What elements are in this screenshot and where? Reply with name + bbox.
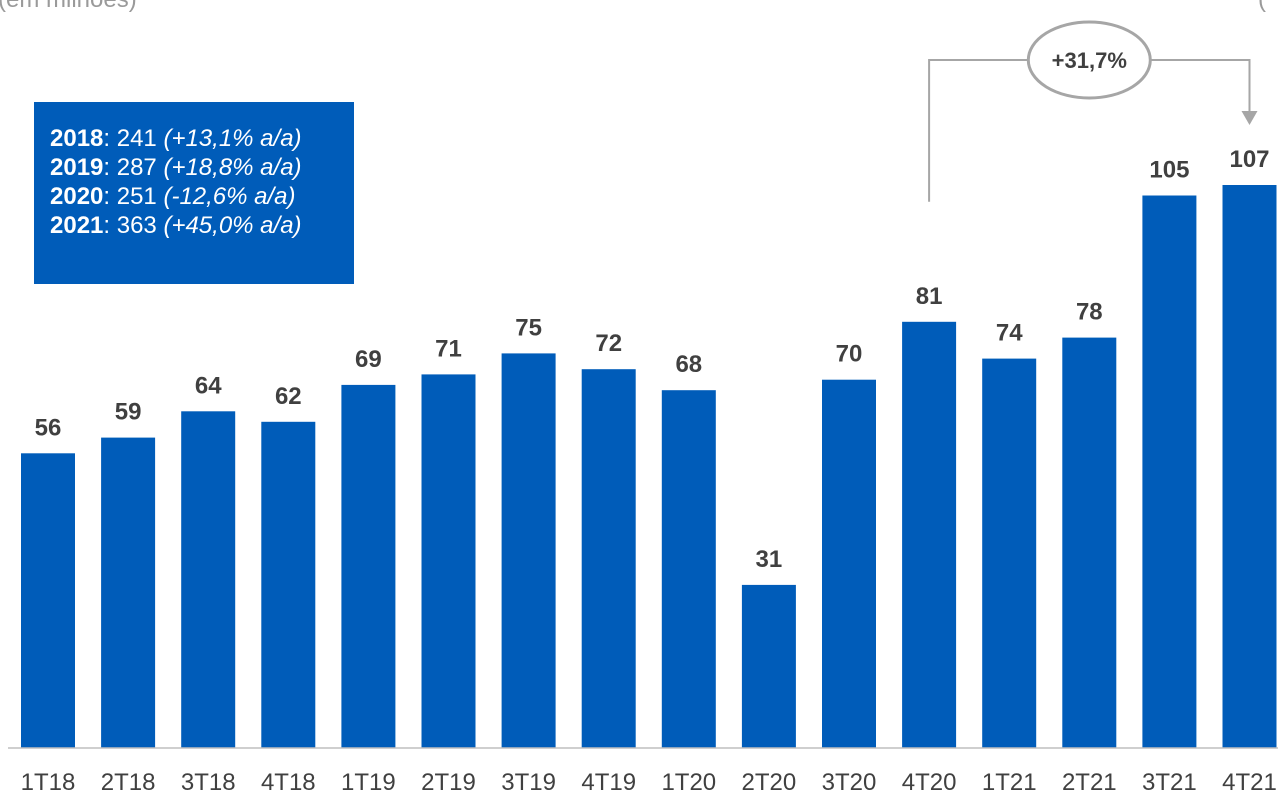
summary-year: 2019 <box>50 154 104 181</box>
x-tick-label: 1T20 <box>661 769 716 796</box>
bar-1T21 <box>982 358 1037 748</box>
bar-value-label: 107 <box>1229 146 1269 173</box>
bar-3T21 <box>1142 195 1197 748</box>
summary-line-2018: 2018: 241 (+13,1% a/a) <box>50 124 354 153</box>
bar-2T20 <box>741 584 796 748</box>
summary-change: (+45,0% a/a) <box>163 212 302 239</box>
growth-label: +31,7% <box>1052 48 1127 73</box>
bar-value-label: 59 <box>115 399 142 426</box>
x-tick-label: 4T19 <box>581 769 636 796</box>
x-tick-label: 2T21 <box>1062 769 1117 796</box>
arrow-down-icon <box>1241 111 1258 125</box>
bar-value-label: 31 <box>756 546 783 573</box>
summary-sep: : <box>103 154 111 181</box>
bar-3T20 <box>822 379 876 748</box>
bar-1T20 <box>661 390 716 748</box>
annual-summary-box: 2018: 241 (+13,1% a/a) 2019: 287 (+18,8%… <box>34 102 354 284</box>
bar-4T20 <box>902 321 957 748</box>
bar-1T18 <box>21 453 75 748</box>
bar-value-label: 74 <box>996 320 1023 347</box>
bar-value-label: 81 <box>916 283 943 310</box>
summary-value: 241 <box>110 125 164 152</box>
bar-4T19 <box>581 369 636 748</box>
bar-2T19 <box>421 374 476 748</box>
bar-value-label: 64 <box>195 372 222 399</box>
summary-line-2019: 2019: 287 (+18,8% a/a) <box>50 153 354 182</box>
x-tick-label: 3T19 <box>501 769 556 796</box>
x-tick-label: 4T20 <box>902 769 957 796</box>
x-tick-label: 2T18 <box>101 769 156 796</box>
summary-sep: : <box>103 125 111 152</box>
bar-value-label: 69 <box>355 346 382 373</box>
bar-1T19 <box>341 384 396 748</box>
bar-value-label: 78 <box>1076 299 1103 326</box>
bar-value-label: 56 <box>35 414 62 441</box>
bar-3T18 <box>181 411 236 748</box>
summary-value: 287 <box>110 154 164 181</box>
x-tick-label: 2T19 <box>421 769 476 796</box>
x-tick-label: 4T18 <box>261 769 316 796</box>
bar-4T18 <box>261 421 316 748</box>
x-tick-label: 1T21 <box>982 769 1037 796</box>
bar-value-label: 70 <box>836 341 863 368</box>
summary-sep: : <box>103 212 111 239</box>
summary-year: 2018 <box>50 125 104 152</box>
summary-change: (+18,8% a/a) <box>163 154 302 181</box>
bar-3T19 <box>501 353 556 748</box>
summary-line-2021: 2021: 363 (+45,0% a/a) <box>50 211 354 240</box>
bars-group <box>21 185 1277 748</box>
summary-line-2020: 2020: 251 (-12,6% a/a) <box>50 182 354 211</box>
x-tick-label: 4T21 <box>1222 769 1277 796</box>
summary-value: 251 <box>110 183 164 210</box>
bar-2T21 <box>1062 337 1117 748</box>
x-tick-label: 1T19 <box>341 769 396 796</box>
bar-2T18 <box>101 437 156 748</box>
x-tick-label: 1T18 <box>21 769 76 796</box>
bar-value-labels: 56 59 64 62 69 71 75 72 68 31 70 81 74 78 105 107 <box>35 146 1270 573</box>
bar-value-label: 71 <box>435 335 462 362</box>
x-tick-label: 2T20 <box>742 769 797 796</box>
summary-change: (-12,6% a/a) <box>163 183 296 210</box>
x-tick-label: 3T21 <box>1142 769 1197 796</box>
bar-value-label: 105 <box>1149 157 1189 184</box>
growth-annotation: +31,7% <box>928 20 1258 202</box>
x-tick-label: 3T20 <box>822 769 877 796</box>
bar-value-label: 62 <box>275 383 302 410</box>
bar-value-label: 75 <box>515 314 542 341</box>
bar-4T21 <box>1222 185 1277 748</box>
x-tick-label: 3T18 <box>181 769 236 796</box>
header-right-fragment: ( <box>1258 0 1266 14</box>
summary-change: (+13,1% a/a) <box>163 125 302 152</box>
summary-sep: : <box>103 183 111 210</box>
header-unit-fragment: (em milhões) <box>0 0 137 14</box>
summary-year: 2020 <box>50 183 104 210</box>
summary-value: 363 <box>110 212 164 239</box>
bar-value-label: 72 <box>595 330 622 357</box>
growth-ellipse <box>1026 20 1152 100</box>
x-axis-tick-labels: 1T18 2T18 3T18 4T18 1T19 2T19 3T19 4T19 1T20 2T20… <box>21 769 1277 796</box>
bar-value-label: 68 <box>675 351 702 378</box>
summary-year: 2021 <box>50 212 104 239</box>
